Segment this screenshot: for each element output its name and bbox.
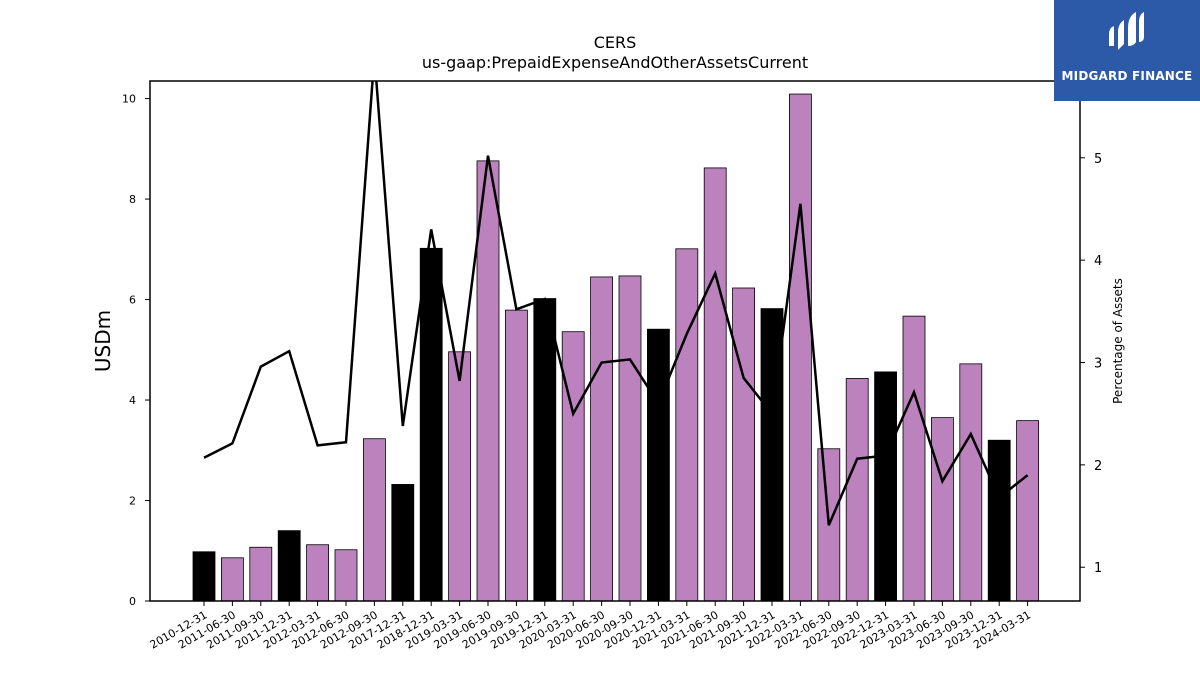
bar-2024-03-31 bbox=[1016, 420, 1039, 602]
bar-2019-12-31 bbox=[533, 298, 557, 602]
line-series bbox=[203, 81, 1029, 526]
y-axis-left-label: USDm bbox=[91, 310, 115, 372]
chart-title: CERS bbox=[594, 33, 637, 52]
y-left-tick-label: 6 bbox=[129, 294, 136, 307]
bar-2010-12-31 bbox=[192, 551, 216, 602]
bar-2018-12-31 bbox=[419, 247, 443, 602]
bar-2022-12-31 bbox=[874, 371, 897, 602]
y-right-tick-label: 1 bbox=[1094, 561, 1102, 576]
x-axis: 2010-12-312011-06-302011-09-302011-12-31… bbox=[148, 601, 1033, 652]
y-right-tick-label: 4 bbox=[1094, 254, 1102, 269]
bar-2011-06-30 bbox=[220, 557, 244, 602]
y-axis-right: 1 2 3 4 5 bbox=[1080, 152, 1102, 576]
bar-2023-09-30 bbox=[959, 363, 983, 602]
bar-2012-09-30 bbox=[362, 438, 386, 602]
y-right-tick-label: 2 bbox=[1094, 459, 1102, 474]
bar-2011-09-30 bbox=[249, 546, 273, 602]
bar-2023-03-31 bbox=[902, 315, 926, 602]
y-left-tick-label: 0 bbox=[129, 595, 136, 608]
y-left-tick-label: 4 bbox=[129, 394, 136, 407]
bar-2011-12-31 bbox=[277, 530, 301, 602]
bar-2012-06-30 bbox=[334, 549, 358, 602]
bar-2019-06-30 bbox=[476, 160, 500, 602]
bar-2020-09-30 bbox=[618, 275, 642, 602]
midgard-logo-icon bbox=[1109, 12, 1144, 50]
bar-2022-09-30 bbox=[845, 378, 869, 602]
bar-2020-12-31 bbox=[647, 328, 670, 602]
bar-2019-03-31 bbox=[448, 351, 472, 602]
bar-2021-09-30 bbox=[732, 287, 755, 602]
y-axis-left: 0 2 4 6 8 10 bbox=[122, 93, 150, 608]
bar-2012-03-31 bbox=[306, 544, 330, 602]
chart-subtitle: us-gaap:PrepaidExpenseAndOtherAssetsCurr… bbox=[422, 53, 808, 72]
percentage-line bbox=[203, 81, 1029, 526]
bar-2021-06-30 bbox=[703, 167, 727, 602]
y-axis-right-label: Percentage of Assets bbox=[1111, 278, 1125, 404]
y-left-tick-label: 8 bbox=[129, 193, 136, 206]
bar-2022-03-31 bbox=[789, 93, 812, 602]
bar-2023-06-30 bbox=[931, 417, 954, 602]
bar-2021-03-31 bbox=[675, 248, 699, 602]
y-left-tick-label: 2 bbox=[129, 495, 136, 508]
plot-frame bbox=[149, 80, 1081, 602]
y-right-tick-label: 3 bbox=[1094, 356, 1102, 371]
bar-2023-12-31 bbox=[987, 439, 1011, 602]
bar-2020-03-31 bbox=[561, 331, 585, 602]
logo-text: MIDGARD FINANCE bbox=[1061, 69, 1193, 83]
bar-series bbox=[192, 93, 1039, 602]
midgard-finance-logo: MIDGARD FINANCE bbox=[1054, 0, 1200, 101]
bar-2020-06-30 bbox=[590, 276, 613, 602]
y-right-tick-label: 5 bbox=[1094, 152, 1102, 167]
bar-2019-09-30 bbox=[504, 309, 528, 602]
bar-2017-12-31 bbox=[391, 484, 415, 602]
y-left-tick-label: 10 bbox=[122, 93, 136, 106]
